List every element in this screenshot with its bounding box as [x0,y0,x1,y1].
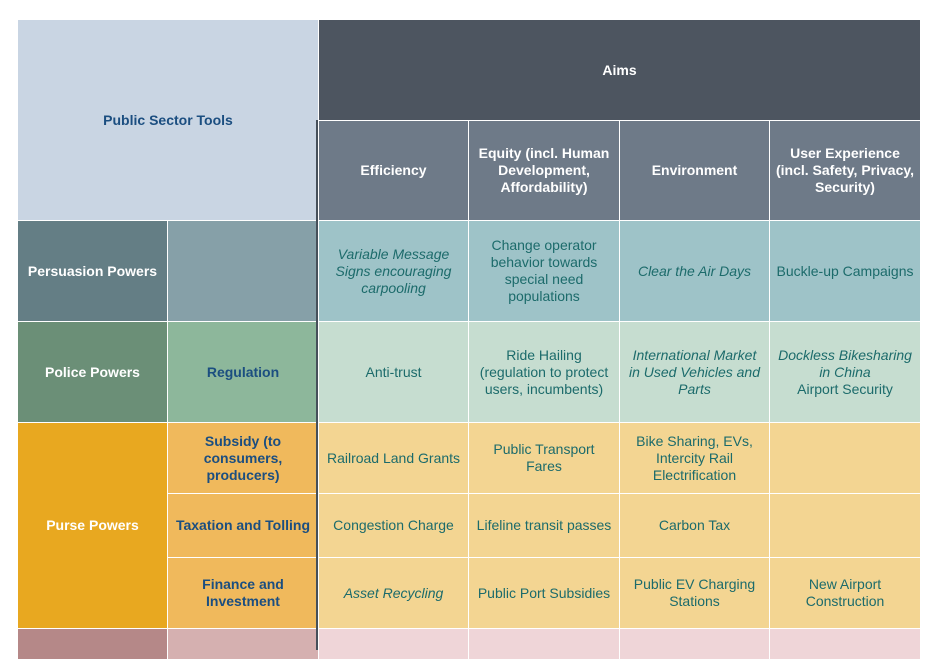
subsidy-user-experience-cell [770,423,920,493]
next-user-experience-cell [770,629,920,659]
next-efficiency-cell [319,629,468,659]
police-powers-label: Police Powers [18,322,167,422]
next-power-label [18,629,167,659]
taxation-efficiency-cell: Congestion Charge [319,494,468,557]
next-tool-cell [168,629,318,659]
aim-efficiency: Efficiency [319,121,468,220]
column-divider [316,120,318,650]
police-equity-cell: Ride Hailing (regulation to protect user… [469,322,619,422]
taxation-equity-cell: Lifeline transit passes [469,494,619,557]
aim-user-experience: User Experience (incl. Safety, Privacy, … [770,121,920,220]
dockless-bikesharing-text: Dockless Bikesharing in China [778,346,912,380]
subsidy-tool-label: Subsidy (to consumers, producers) [168,423,318,493]
public-sector-tools-header: Public Sector Tools [18,20,318,220]
police-efficiency-cell: Anti-trust [319,322,468,422]
next-environment-cell [620,629,769,659]
airport-security-text: Airport Security [797,380,893,397]
finance-efficiency-cell: Asset Recycling [319,558,468,628]
aim-equity: Equity (incl. Human Development, Afforda… [469,121,619,220]
persuasion-efficiency-cell: Variable Message Signs encouraging carpo… [319,221,468,321]
taxation-tool-label: Taxation and Tolling [168,494,318,557]
persuasion-environment-cell: Clear the Air Days [620,221,769,321]
police-environment-cell: International Market in Used Vehicles an… [620,322,769,422]
persuasion-powers-label: Persuasion Powers [18,221,167,321]
persuasion-tool-cell [168,221,318,321]
aim-environment: Environment [620,121,769,220]
subsidy-equity-cell: Public Transport Fares [469,423,619,493]
persuasion-equity-cell: Change operator behavior towards special… [469,221,619,321]
finance-equity-cell: Public Port Subsidies [469,558,619,628]
next-equity-cell [469,629,619,659]
aims-header: Aims [319,20,920,120]
subsidy-environment-cell: Bike Sharing, EVs, Intercity Rail Electr… [620,423,769,493]
persuasion-user-experience-cell: Buckle-up Campaigns [770,221,920,321]
police-user-experience-cell: Dockless Bikesharing in China Airport Se… [770,322,920,422]
subsidy-efficiency-cell: Railroad Land Grants [319,423,468,493]
finance-user-experience-cell: New Airport Construction [770,558,920,628]
regulation-tool-label: Regulation [168,322,318,422]
finance-environment-cell: Public EV Charging Stations [620,558,769,628]
purse-powers-label: Purse Powers [18,423,167,628]
taxation-user-experience-cell [770,494,920,557]
policy-matrix: Public Sector Tools Aims Efficiency Equi… [18,20,920,670]
taxation-environment-cell: Carbon Tax [620,494,769,557]
finance-tool-label: Finance and Investment [168,558,318,628]
